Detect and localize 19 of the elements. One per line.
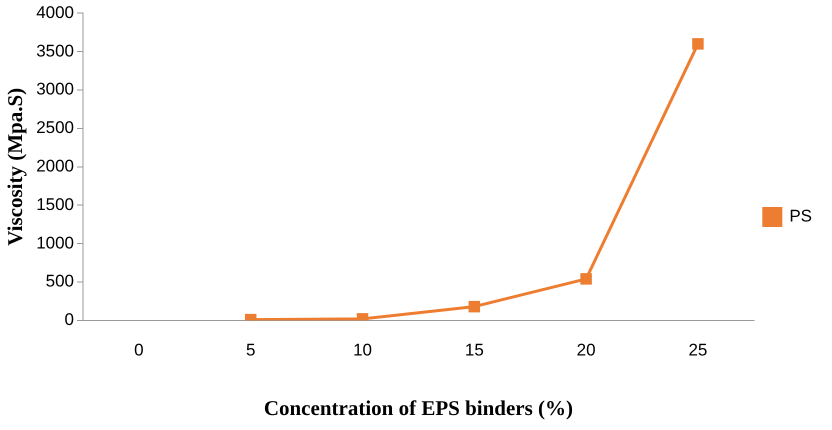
- y-tick-label: 3000: [36, 80, 74, 99]
- y-tick-label: 2000: [36, 156, 74, 176]
- x-tick-label: 15: [464, 340, 484, 360]
- y-tick-label: 4000: [36, 2, 74, 22]
- y-tick-label: 0: [64, 310, 74, 330]
- x-tick-label: 5: [246, 340, 256, 360]
- legend-label: PS: [789, 206, 812, 226]
- x-tick-label: 20: [576, 340, 596, 360]
- point: [692, 38, 704, 50]
- y-axis-title: Viscosity (Mpa.S): [3, 88, 28, 246]
- y-tick-label: 3500: [36, 41, 74, 60]
- x-tick-label: 0: [134, 340, 144, 360]
- y-tick-label: 1500: [36, 194, 74, 214]
- x-tick-label: 25: [688, 340, 708, 360]
- y-tick-label: 1000: [36, 233, 74, 252]
- y-tick-label: 2500: [36, 118, 74, 138]
- y-tick-label: 500: [46, 272, 74, 291]
- x-axis-title: Concentration of EPS binders (%): [264, 396, 574, 420]
- x-tick-label: 10: [353, 340, 372, 360]
